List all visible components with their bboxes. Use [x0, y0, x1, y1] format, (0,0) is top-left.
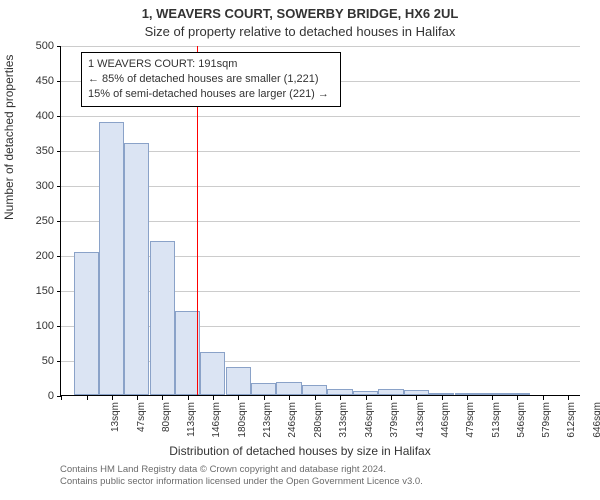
x-tick-label: 246sqm	[287, 402, 298, 448]
x-tick-label: 47sqm	[136, 402, 147, 448]
x-tick-label: 313sqm	[338, 402, 349, 448]
y-tick-label: 350	[8, 145, 54, 157]
y-tick-mark	[57, 361, 61, 362]
y-tick-label: 500	[8, 40, 54, 52]
histogram-bar	[124, 143, 149, 395]
y-tick-label: 150	[8, 285, 54, 297]
x-tick-mark	[366, 396, 367, 400]
x-tick-mark	[492, 396, 493, 400]
x-tick-label: 113sqm	[186, 402, 197, 448]
annotation-line-1: 1 WEAVERS COURT: 191sqm	[88, 57, 334, 72]
histogram-bar	[226, 367, 251, 395]
x-tick-label: 446sqm	[440, 402, 451, 448]
x-tick-label: 646sqm	[592, 402, 600, 448]
annotation-line-2: ← 85% of detached houses are smaller (1,…	[88, 72, 334, 87]
x-tick-label: 13sqm	[110, 402, 121, 448]
y-tick-mark	[57, 256, 61, 257]
grid-line	[61, 46, 580, 47]
x-tick-mark	[238, 396, 239, 400]
y-tick-mark	[57, 186, 61, 187]
x-tick-label: 612sqm	[566, 402, 577, 448]
x-axis-label: Distribution of detached houses by size …	[0, 444, 600, 458]
grid-line	[61, 116, 580, 117]
x-tick-mark	[315, 396, 316, 400]
x-tick-mark	[87, 396, 88, 400]
y-tick-mark	[57, 46, 61, 47]
y-tick-label: 400	[8, 110, 54, 122]
x-tick-mark	[568, 396, 569, 400]
y-tick-mark	[57, 326, 61, 327]
plot-area: 1 WEAVERS COURT: 191sqm← 85% of detached…	[60, 46, 580, 396]
histogram-bar	[327, 389, 352, 395]
x-tick-label: 80sqm	[161, 402, 172, 448]
histogram-bar	[200, 352, 225, 395]
x-tick-label: 146sqm	[211, 402, 222, 448]
x-tick-mark	[391, 396, 392, 400]
chart-title: 1, WEAVERS COURT, SOWERBY BRIDGE, HX6 2U…	[0, 6, 600, 21]
x-tick-mark	[61, 396, 62, 400]
y-tick-mark	[57, 81, 61, 82]
annotation-box: 1 WEAVERS COURT: 191sqm← 85% of detached…	[81, 52, 341, 107]
histogram-bar	[404, 390, 429, 395]
footer-line-2: Contains public sector information licen…	[60, 476, 423, 488]
histogram-bar	[429, 393, 454, 395]
y-tick-label: 450	[8, 75, 54, 87]
x-tick-label: 280sqm	[313, 402, 324, 448]
x-tick-mark	[112, 396, 113, 400]
x-tick-label: 346sqm	[364, 402, 375, 448]
x-tick-label: 579sqm	[541, 402, 552, 448]
x-tick-mark	[517, 396, 518, 400]
x-tick-label: 379sqm	[389, 402, 400, 448]
x-tick-mark	[137, 396, 138, 400]
y-tick-mark	[57, 291, 61, 292]
y-tick-mark	[57, 151, 61, 152]
histogram-bar	[150, 241, 175, 395]
histogram-bar	[353, 391, 378, 395]
histogram-bar	[378, 389, 403, 395]
x-tick-label: 546sqm	[516, 402, 527, 448]
x-tick-mark	[188, 396, 189, 400]
x-tick-mark	[340, 396, 341, 400]
histogram-bar	[505, 393, 530, 395]
y-tick-mark	[57, 116, 61, 117]
y-tick-label: 0	[8, 390, 54, 402]
x-tick-label: 213sqm	[262, 402, 273, 448]
y-tick-label: 250	[8, 215, 54, 227]
y-tick-label: 300	[8, 180, 54, 192]
x-tick-mark	[162, 396, 163, 400]
histogram-bar	[74, 252, 99, 396]
y-tick-label: 200	[8, 250, 54, 262]
histogram-bar	[480, 393, 505, 395]
x-tick-mark	[289, 396, 290, 400]
histogram-bar	[251, 383, 276, 395]
x-tick-mark	[543, 396, 544, 400]
x-tick-label: 413sqm	[415, 402, 426, 448]
y-tick-label: 50	[8, 355, 54, 367]
x-tick-label: 180sqm	[237, 402, 248, 448]
y-tick-mark	[57, 221, 61, 222]
x-tick-mark	[467, 396, 468, 400]
chart-subtitle: Size of property relative to detached ho…	[0, 24, 600, 39]
x-tick-label: 479sqm	[465, 402, 476, 448]
histogram-bar	[99, 122, 124, 395]
x-tick-mark	[213, 396, 214, 400]
footer-line-1: Contains HM Land Registry data © Crown c…	[60, 464, 423, 476]
x-tick-mark	[442, 396, 443, 400]
annotation-line-3: 15% of semi-detached houses are larger (…	[88, 87, 334, 102]
x-tick-label: 513sqm	[491, 402, 502, 448]
histogram-bar	[455, 393, 480, 395]
x-tick-mark	[416, 396, 417, 400]
x-tick-mark	[264, 396, 265, 400]
figure-root: 1, WEAVERS COURT, SOWERBY BRIDGE, HX6 2U…	[0, 0, 600, 500]
histogram-bar	[302, 385, 327, 396]
histogram-bar	[276, 382, 301, 395]
y-tick-label: 100	[8, 320, 54, 332]
attribution-footer: Contains HM Land Registry data © Crown c…	[60, 464, 423, 489]
